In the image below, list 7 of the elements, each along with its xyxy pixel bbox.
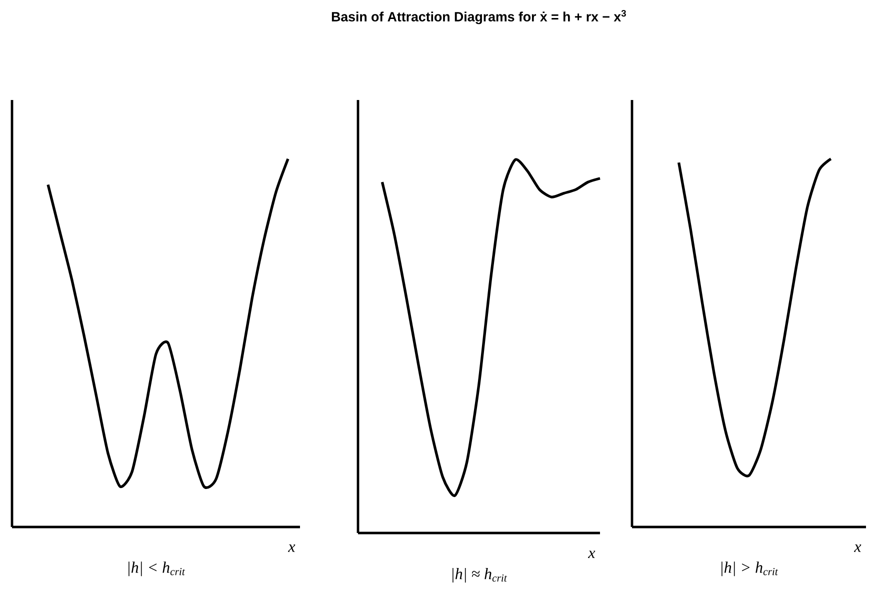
text: |h| < h$_{crit}$ (128, 562, 186, 576)
x-axis-title: x (288, 544, 296, 552)
text: |h| > h$_{crit}$ (722, 562, 778, 576)
text: |h| ≈ h$_{crit}$ (452, 568, 508, 583)
chart-title: Basin of Attraction Diagrams for ẋ = h + rx − x$^{3}$ (332, 10, 626, 24)
x-axis-title: x (588, 550, 596, 558)
x-axis-title: x (854, 544, 862, 552)
